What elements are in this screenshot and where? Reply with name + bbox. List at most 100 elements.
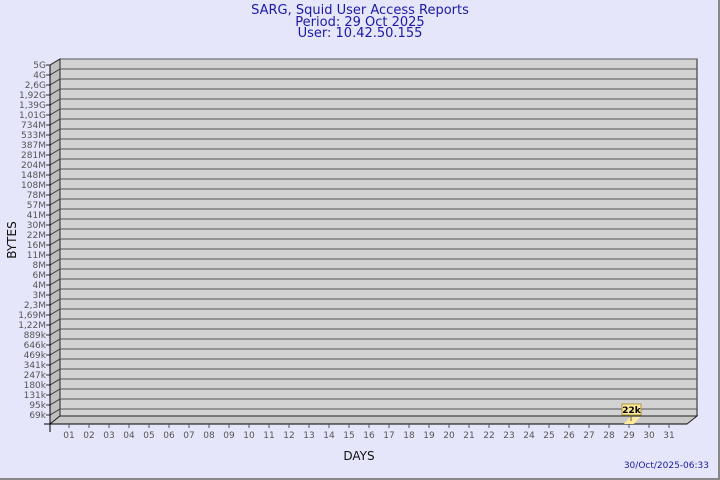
- data-label-box: [621, 403, 642, 416]
- y-tick-label: 16M: [27, 241, 46, 251]
- chart-title: SARG, Squid User Access Reports: [251, 3, 469, 18]
- grid-diagonal: [49, 358, 61, 366]
- grid-diagonal: [49, 268, 61, 276]
- grid-diagonal: [49, 188, 61, 196]
- grid-diagonal: [49, 168, 61, 176]
- y-tick-label: 69k: [29, 411, 46, 421]
- y-tick-label: 22M: [27, 231, 46, 241]
- y-tick-label: 1,92G: [19, 91, 46, 101]
- grid-diagonal: [49, 218, 61, 226]
- x-tick-label: 06: [163, 431, 175, 441]
- x-tick-label: 17: [383, 431, 394, 441]
- grid-diagonal: [49, 108, 61, 116]
- x-tick-label: 28: [603, 431, 615, 441]
- y-tick-label: 41M: [27, 211, 46, 221]
- x-tick-label: 21: [463, 431, 474, 441]
- y-tick-label: 30M: [27, 221, 46, 231]
- y-tick-label: 387M: [21, 141, 46, 151]
- x-tick-label: 02: [83, 431, 94, 441]
- x-tick-label: 07: [183, 431, 194, 441]
- grid-diagonal: [49, 308, 61, 316]
- grid-diagonal: [49, 328, 61, 336]
- grid-diagonal: [49, 288, 61, 296]
- plot-back-wall: [59, 58, 698, 417]
- y-tick-label: 8M: [33, 261, 47, 271]
- grid-diagonal: [49, 98, 61, 106]
- grid-diagonal: [49, 138, 61, 146]
- grid-diagonal: [49, 228, 61, 236]
- grid-diagonal: [49, 78, 61, 86]
- y-tick-label: 108M: [21, 181, 46, 191]
- x-tick-label: 14: [323, 431, 335, 441]
- y-tick-label: 247k: [24, 371, 47, 381]
- x-tick-label: 24: [523, 431, 535, 441]
- x-tick-label: 15: [343, 431, 354, 441]
- x-tick-label: 03: [103, 431, 114, 441]
- plot-floor: [48, 415, 699, 425]
- grid-diagonal: [49, 298, 61, 306]
- generated-timestamp: 30/Oct/2025-06:33: [623, 461, 709, 471]
- grid-diagonal: [49, 198, 61, 206]
- grid-diagonal: [49, 208, 61, 216]
- y-tick-label: 204M: [21, 161, 46, 171]
- grid-diagonal: [49, 378, 61, 386]
- grid-diagonal: [49, 148, 61, 156]
- chart-user: User: 10.42.50.155: [297, 26, 423, 41]
- x-tick-label: 22: [483, 431, 494, 441]
- x-tick-label: 19: [423, 431, 435, 441]
- y-tick-label: 4G: [33, 71, 46, 81]
- grid-diagonal: [49, 348, 61, 356]
- x-tick-label: 11: [263, 431, 274, 441]
- grid-diagonal: [49, 68, 61, 76]
- grid-diagonal: [49, 258, 61, 266]
- x-tick-label: 13: [303, 431, 314, 441]
- bar-day-29: [624, 417, 640, 424]
- y-tick-label: 1,01G: [19, 111, 46, 121]
- grid-diagonal: [49, 118, 61, 126]
- grid-diagonal: [49, 238, 61, 246]
- grid-diagonal: [49, 338, 61, 346]
- y-tick-label: 180k: [24, 381, 47, 391]
- y-tick-label: 469k: [24, 351, 47, 361]
- grid-diagonal: [49, 408, 61, 416]
- x-axis-label: DAYS: [343, 449, 374, 463]
- y-tick-label: 4M: [33, 281, 47, 291]
- y-tick-label: 131k: [24, 391, 47, 401]
- y-tick-label: 1,22M: [18, 321, 46, 331]
- y-tick-label: 95k: [29, 401, 46, 411]
- x-tick-label: 30: [643, 431, 655, 441]
- grid-diagonal: [49, 178, 61, 186]
- y-tick-label: 646k: [24, 341, 47, 351]
- grid-diagonal: [49, 128, 61, 136]
- y-tick-label: 6M: [33, 271, 47, 281]
- y-tick-label: 148M: [21, 171, 46, 181]
- y-axis-label: BYTES: [5, 221, 19, 258]
- x-tick-label: 12: [283, 431, 294, 441]
- y-tick-label: 1,39G: [19, 101, 46, 111]
- grid-diagonal: [49, 58, 61, 66]
- y-tick-label: 3M: [33, 291, 47, 301]
- grid-diagonal: [49, 248, 61, 256]
- y-tick-label: 533M: [21, 131, 46, 141]
- y-tick-label: 734M: [21, 121, 46, 131]
- y-tick-label: 11M: [27, 251, 46, 261]
- y-tick-label: 889k: [24, 331, 47, 341]
- x-tick-label: 10: [243, 431, 255, 441]
- y-tick-label: 2,3M: [24, 301, 46, 311]
- x-tick-label: 18: [403, 431, 415, 441]
- y-tick-label: 341k: [24, 361, 47, 371]
- y-tick-label: 78M: [27, 191, 46, 201]
- grid-diagonal: [49, 318, 61, 326]
- x-tick-label: 04: [123, 431, 135, 441]
- grid-diagonal: [49, 278, 61, 286]
- x-tick-label: 08: [203, 431, 215, 441]
- y-tick-label: 1,69M: [18, 311, 46, 321]
- grid-diagonal: [49, 388, 61, 396]
- grid-diagonal: [49, 368, 61, 376]
- x-tick-label: 20: [443, 431, 455, 441]
- x-tick-label: 26: [563, 431, 575, 441]
- x-tick-label: 27: [583, 431, 594, 441]
- x-tick-label: 29: [623, 431, 635, 441]
